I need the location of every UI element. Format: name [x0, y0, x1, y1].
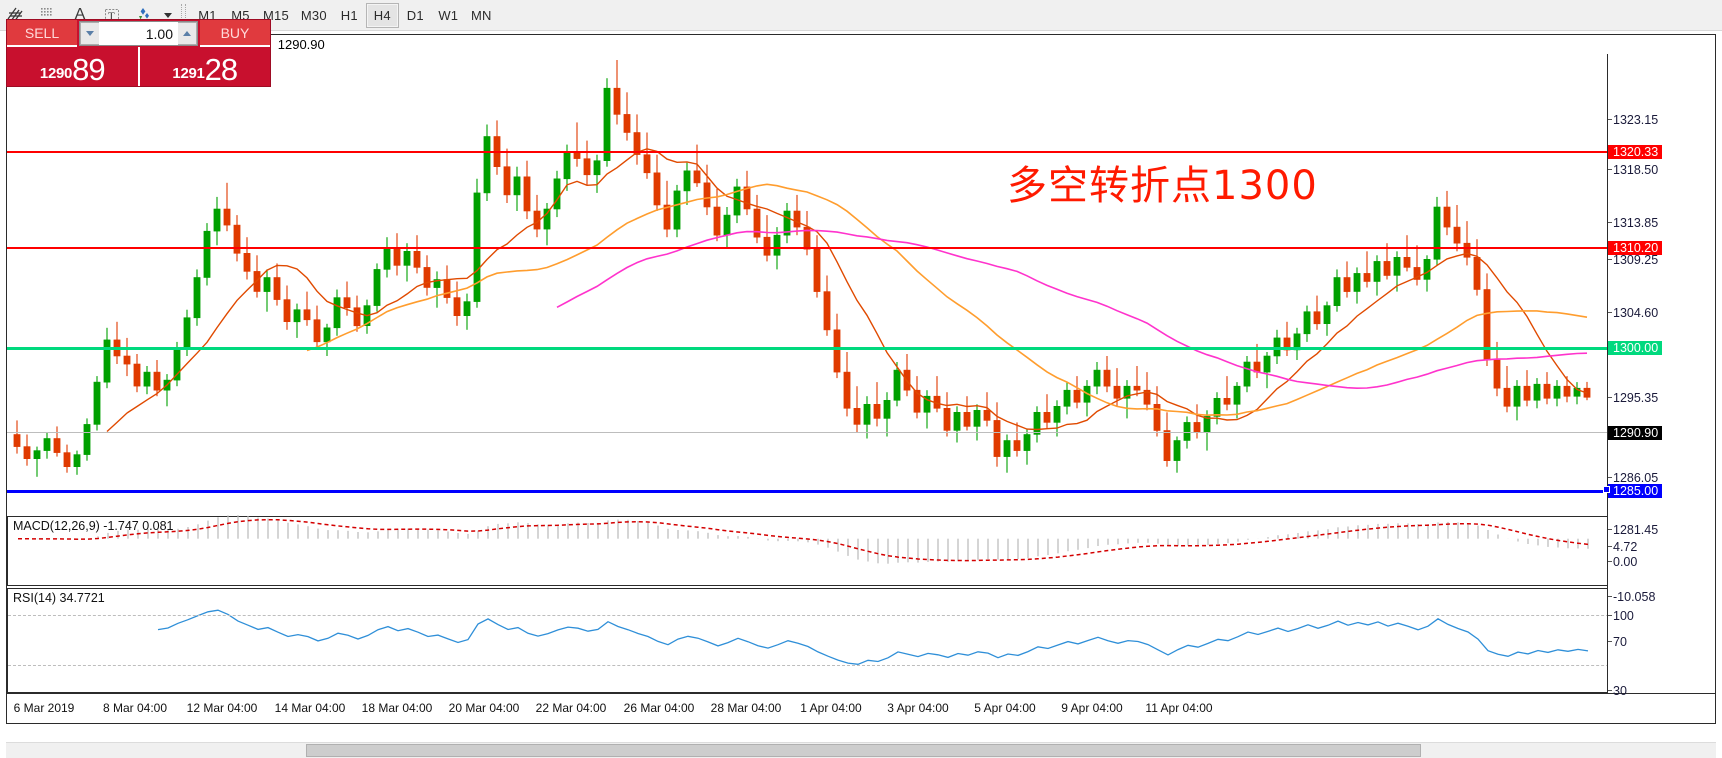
- price-tag-resistance-1320: 1320.33: [1608, 145, 1663, 159]
- timeframe-m5[interactable]: M5: [231, 7, 250, 23]
- price-tick: 1313.85: [1607, 216, 1659, 230]
- volume-increment-button[interactable]: [178, 22, 197, 45]
- time-label: 9 Apr 04:00: [1061, 701, 1123, 715]
- price-tick: 1286.05: [1607, 471, 1659, 485]
- price-tick: 1318.50: [1607, 163, 1659, 177]
- price-tag-support-1285: 1285.00: [1608, 484, 1663, 498]
- timeframe-mn[interactable]: MN: [470, 7, 492, 23]
- objects-icon[interactable]: [128, 1, 160, 30]
- main-toolbar: E F A T: [0, 0, 1722, 31]
- resistance-line-1310[interactable]: [7, 247, 1609, 249]
- time-label: 22 Mar 04:00: [535, 701, 607, 715]
- chart-window: XAUUSD-,H4 1291.29 1292.42 1290.61 1290.…: [6, 34, 1716, 724]
- time-label: 14 Mar 04:00: [274, 701, 346, 715]
- volume-stepper[interactable]: 1.00: [79, 21, 198, 46]
- scrollbar-thumb[interactable]: [306, 744, 1421, 757]
- candlestick-series: [13, 60, 1591, 477]
- svg-text:T: T: [108, 11, 115, 23]
- rsi-overbought-gridline: [8, 615, 1714, 616]
- pivot-line-1300[interactable]: [7, 347, 1609, 350]
- macd-axis-tick: -10.058: [1607, 590, 1656, 604]
- timeframe-m15[interactable]: M15: [263, 7, 289, 23]
- price-plot-area[interactable]: [7, 54, 1715, 512]
- chart-annotation-text[interactable]: 多空转折点1300: [1007, 163, 1318, 209]
- text-tool-icon[interactable]: A: [74, 6, 86, 23]
- time-label: 8 Mar 04:00: [102, 701, 168, 715]
- current-price-line-1290: [7, 432, 1609, 433]
- sell-price-display[interactable]: 1290 89: [7, 47, 140, 86]
- time-label: 20 Mar 04:00: [448, 701, 520, 715]
- macd-axis-tick: 4.72: [1607, 540, 1638, 554]
- timeframe-m30[interactable]: M30: [300, 7, 327, 23]
- price-tick: 1323.15: [1607, 113, 1659, 127]
- buy-price-big-figure: 1291: [172, 65, 205, 82]
- price-tick: 1304.60: [1607, 306, 1659, 320]
- time-label: 6 Mar 2019: [13, 701, 75, 715]
- support-line-1285[interactable]: [7, 490, 1609, 493]
- macd-series: [17, 515, 1589, 564]
- toolbar-separator: [181, 4, 186, 26]
- one-click-trading-panel[interactable]: SELL 1.00 BUY 1290 89 1291 28: [6, 19, 271, 87]
- time-label: 18 Mar 04:00: [361, 701, 433, 715]
- rsi-oversold-gridline: [8, 665, 1714, 666]
- price-tick: 1281.45: [1607, 523, 1659, 537]
- trade-panel-prices-row: 1290 89 1291 28: [7, 47, 270, 86]
- support-line-anchor-handle[interactable]: [1603, 486, 1610, 493]
- chevron-up-icon: [183, 31, 191, 36]
- time-label: 11 Apr 04:00: [1145, 701, 1213, 715]
- macd-axis-tick: 0.00: [1607, 555, 1638, 569]
- rsi-series: [157, 609, 1589, 665]
- sell-button[interactable]: SELL: [7, 20, 77, 47]
- price-tag-pivot-1300: 1300.00: [1608, 341, 1663, 355]
- timeframe-w1[interactable]: W1: [438, 7, 459, 23]
- time-label: 3 Apr 04:00: [887, 701, 949, 715]
- trade-panel-top-row: SELL 1.00 BUY: [7, 20, 270, 47]
- timeframe-h1[interactable]: H1: [340, 7, 358, 23]
- time-label: 12 Mar 04:00: [186, 701, 258, 715]
- macd-label: MACD(12,26,9) -1.747 0.081: [13, 519, 174, 533]
- rsi-label: RSI(14) 34.7721: [13, 591, 105, 605]
- resistance-line-1320[interactable]: [7, 151, 1609, 153]
- sell-price-big-figure: 1290: [39, 65, 73, 82]
- rsi-axis-tick: 30: [1608, 684, 1627, 698]
- rsi-axis-tick: 70: [1608, 635, 1627, 649]
- time-label: 28 Mar 04:00: [710, 701, 782, 715]
- chevron-down-icon: [86, 31, 94, 36]
- price-tick: 1309.25: [1607, 253, 1659, 267]
- timeframe-d1[interactable]: D1: [406, 7, 424, 23]
- sell-price-pips: 89: [72, 52, 105, 87]
- rsi-axis-tick: 100: [1608, 609, 1634, 623]
- timeframe-h4[interactable]: H4: [365, 2, 399, 28]
- volume-value[interactable]: 1.00: [99, 22, 178, 45]
- time-label: 1 Apr 04:00: [800, 701, 862, 715]
- time-scale[interactable]: 6 Mar 2019 8 Mar 04:00 12 Mar 04:00 14 M…: [7, 693, 1715, 723]
- ohlc-close: 1290.90: [277, 37, 325, 52]
- rsi-indicator-pane[interactable]: RSI(14) 34.7721: [7, 588, 1715, 693]
- timeframe-m1[interactable]: M1: [198, 7, 217, 23]
- objects-dropdown-arrow-icon[interactable]: [160, 1, 176, 30]
- volume-decrement-button[interactable]: [80, 22, 99, 45]
- price-tag-resistance-1310: 1310.20: [1608, 241, 1663, 255]
- horizontal-scrollbar[interactable]: [6, 742, 1716, 758]
- buy-button[interactable]: BUY: [200, 20, 270, 47]
- price-tick: 1295.35: [1607, 391, 1659, 405]
- price-tag-current-1290: 1290.90: [1608, 426, 1663, 440]
- buy-price-display[interactable]: 1291 28: [140, 47, 271, 86]
- time-label: 26 Mar 04:00: [623, 701, 695, 715]
- time-label: 5 Apr 04:00: [974, 701, 1036, 715]
- macd-indicator-pane[interactable]: MACD(12,26,9) -1.747 0.081: [7, 515, 1715, 586]
- price-scale[interactable]: 1323.15 1320.33 1318.50 1313.85 1310.20 …: [1607, 54, 1715, 697]
- buy-price-pips: 28: [204, 52, 238, 87]
